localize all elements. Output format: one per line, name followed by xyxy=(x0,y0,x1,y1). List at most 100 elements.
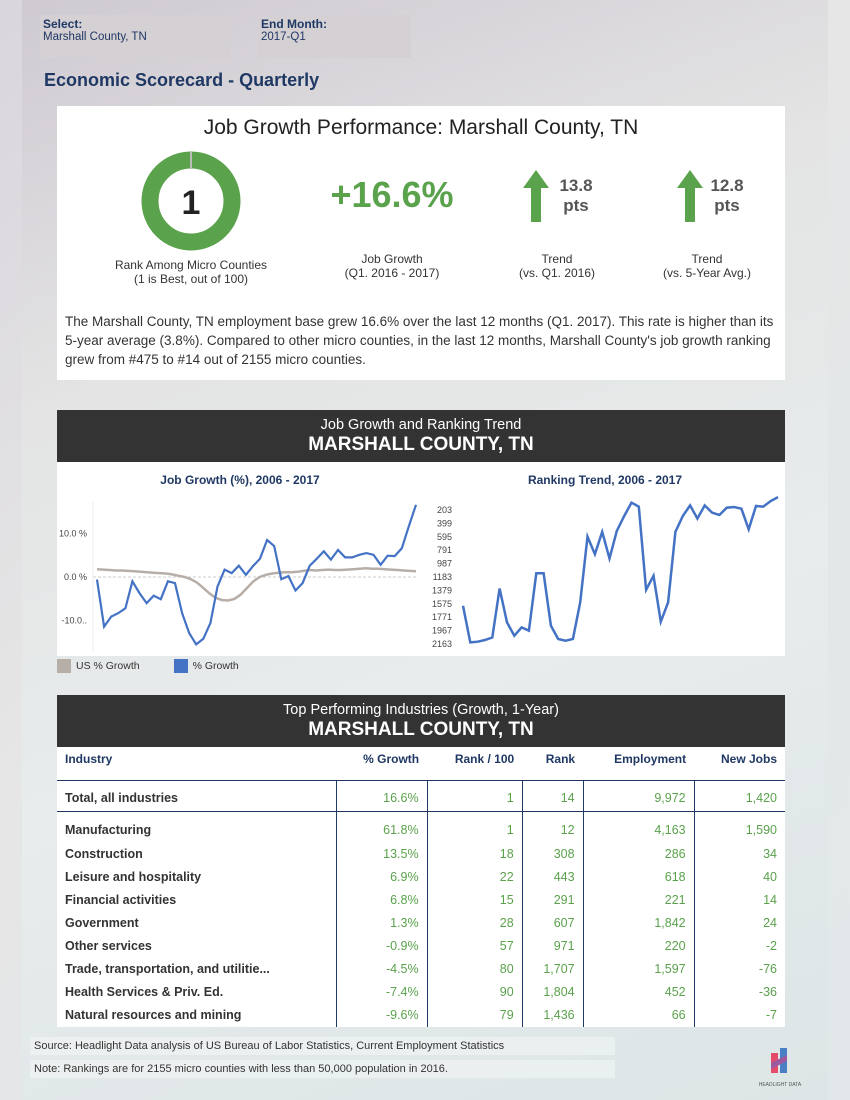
table-cell: Natural resources and mining xyxy=(65,1008,242,1022)
table-cell: Total, all industries xyxy=(57,780,337,812)
end-month-value: 2017-Q1 xyxy=(261,31,306,43)
performance-card: Job Growth Performance: Marshall County,… xyxy=(57,106,785,380)
table-row: Leisure and hospitality 6.9% 22 443 618 40 xyxy=(57,865,785,889)
growth-value: +16.6% xyxy=(330,174,454,215)
table-cell: 79 xyxy=(426,1003,523,1027)
table-cell: 1.3% xyxy=(335,911,428,935)
us-growth-line xyxy=(96,567,417,602)
ranking-chart-title: Ranking Trend, 2006 - 2017 xyxy=(527,473,683,487)
county-growth-line xyxy=(95,504,418,647)
legend-swatch-us xyxy=(57,659,71,673)
y-tick-label: 1967 xyxy=(432,626,452,636)
table-row: Financial activities 6.8% 15 291 221 14 xyxy=(57,888,785,912)
table-cell: 1,420 xyxy=(693,780,785,812)
table-row: Health Services & Priv. Ed. -7.4% 90 1,804 4… xyxy=(57,980,785,1004)
table-cell: 61.8% xyxy=(335,811,428,843)
table-cell: -76 xyxy=(693,957,785,981)
table-cell: 286 xyxy=(582,842,695,866)
industries-table: Industry% Growth Rank / 100 Rank Employment… xyxy=(57,747,785,1027)
table-cell: Construction xyxy=(65,847,143,861)
table-cell: 14 xyxy=(521,780,584,812)
table-cell: 15 xyxy=(426,888,523,912)
table-cell: 607 xyxy=(521,911,584,935)
y-tick-label: -10.0.. xyxy=(61,616,87,626)
y-tick-label: 1771 xyxy=(432,612,452,622)
column-header[interactable]: Rank / 100 xyxy=(427,747,523,781)
source-note: Source: Headlight Data analysis of US Bu… xyxy=(30,1037,615,1055)
performance-summary: The Marshall County, TN employment base … xyxy=(65,314,774,367)
column-header[interactable]: New Jobs xyxy=(694,747,785,781)
table-cell: 220 xyxy=(582,934,695,958)
performance-title: Job Growth Performance: Marshall County,… xyxy=(203,116,639,139)
trend2-label: Trend (vs. 5-Year Avg.) xyxy=(662,252,752,280)
table-cell: 443 xyxy=(521,865,584,889)
table-cell: Leisure and hospitality xyxy=(65,870,202,884)
select-value: Marshall County, TN xyxy=(43,31,147,43)
table-cell: -0.9% xyxy=(335,934,428,958)
table-cell: 1,590 xyxy=(693,811,785,843)
table-row: Construction 13.5% 18 308 286 34 xyxy=(57,842,785,866)
table-cell: Financial activities xyxy=(65,893,177,907)
rankings-note: Note: Rankings are for 2155 micro counti… xyxy=(30,1060,615,1078)
table-cell: 57 xyxy=(426,934,523,958)
rank-value: 1 xyxy=(182,184,201,222)
y-tick-label: 399 xyxy=(437,518,452,528)
table-cell: 18 xyxy=(426,842,523,866)
table-cell: -36 xyxy=(693,980,785,1004)
trend2-value: 12.8 pts xyxy=(710,176,744,215)
table-cell: 9,972 xyxy=(582,780,695,812)
table-cell: 291 xyxy=(521,888,584,912)
column-header[interactable]: Employment xyxy=(583,747,695,781)
table-cell: -2 xyxy=(693,934,785,958)
rank-label: Rank Among Micro Counties (1 is Best, out… xyxy=(114,258,268,286)
legend-swatch-county xyxy=(173,659,188,673)
table-cell: 16.6% xyxy=(335,780,428,812)
y-tick-label: 987 xyxy=(437,559,452,569)
column-header[interactable]: Industry xyxy=(57,747,337,781)
job-growth-legend: US % Growth % Growth xyxy=(57,659,239,673)
y-tick-label: 1379 xyxy=(432,585,452,595)
table-row: Government 1.3% 28 607 1,842 24 xyxy=(57,911,785,935)
county-select[interactable]: Select: Marshall County, TN xyxy=(40,15,230,58)
y-tick-label: 2163 xyxy=(432,639,452,649)
table-cell: 6.9% xyxy=(335,865,428,889)
table-row: Trade, transportation, and utilitie... -4… xyxy=(57,957,785,981)
table-cell: 14 xyxy=(693,888,785,912)
table-cell: 6.8% xyxy=(335,888,428,912)
table-cell: 90 xyxy=(426,980,523,1004)
table-cell: 1,436 xyxy=(521,1003,584,1027)
table-cell: 452 xyxy=(582,980,695,1004)
table-cell: Trade, transportation, and utilitie... xyxy=(65,962,270,976)
end-month-select[interactable]: End Month: 2017-Q1 xyxy=(258,15,411,58)
select-label: Select: xyxy=(43,17,83,31)
headlight-logo: HEADLIGHT DATA xyxy=(755,1045,805,1088)
table-cell: 1,842 xyxy=(582,911,695,935)
table-cell: Other services xyxy=(65,939,152,953)
table-row: Total, all industries 16.6% 1 14 9,972 1,420 xyxy=(57,780,785,812)
table-cell: 971 xyxy=(521,934,584,958)
table-cell: 1,707 xyxy=(521,957,584,981)
table-row: Other services -0.9% 57 971 220 -2 xyxy=(57,934,785,958)
trend1-up-arrow-icon xyxy=(523,170,549,222)
column-header[interactable]: Rank xyxy=(522,747,584,781)
table-cell: 34 xyxy=(693,842,785,866)
trend1-value: 13.8 pts xyxy=(559,176,593,215)
table-cell: 22 xyxy=(426,865,523,889)
column-header[interactable]: % Growth xyxy=(336,747,428,781)
table-cell: Manufacturing xyxy=(65,822,152,837)
table-row: Natural resources and mining -9.6% 79 1,436… xyxy=(57,1003,785,1027)
table-cell: 66 xyxy=(582,1003,695,1027)
y-tick-label: 791 xyxy=(437,545,452,555)
table-cell: Health Services & Priv. Ed. xyxy=(65,985,224,999)
table-row: Manufacturing 61.8% 1 12 4,163 1,590 xyxy=(57,811,785,843)
table-cell: 1,597 xyxy=(582,957,695,981)
charts-area xyxy=(57,462,785,656)
industries-header: Top Performing Industries (Growth, 1-Yea… xyxy=(57,695,785,747)
trend-header: Job Growth and Ranking Trend MARSHALL COU… xyxy=(57,410,785,462)
job-growth-chart-title: Job Growth (%), 2006 - 2017 xyxy=(160,473,320,487)
table-cell: Government xyxy=(65,916,139,930)
y-tick-label: 203 xyxy=(437,505,452,515)
table-cell: 308 xyxy=(521,842,584,866)
end-month-label: End Month: xyxy=(261,17,327,31)
table-cell: -7 xyxy=(693,1003,785,1027)
